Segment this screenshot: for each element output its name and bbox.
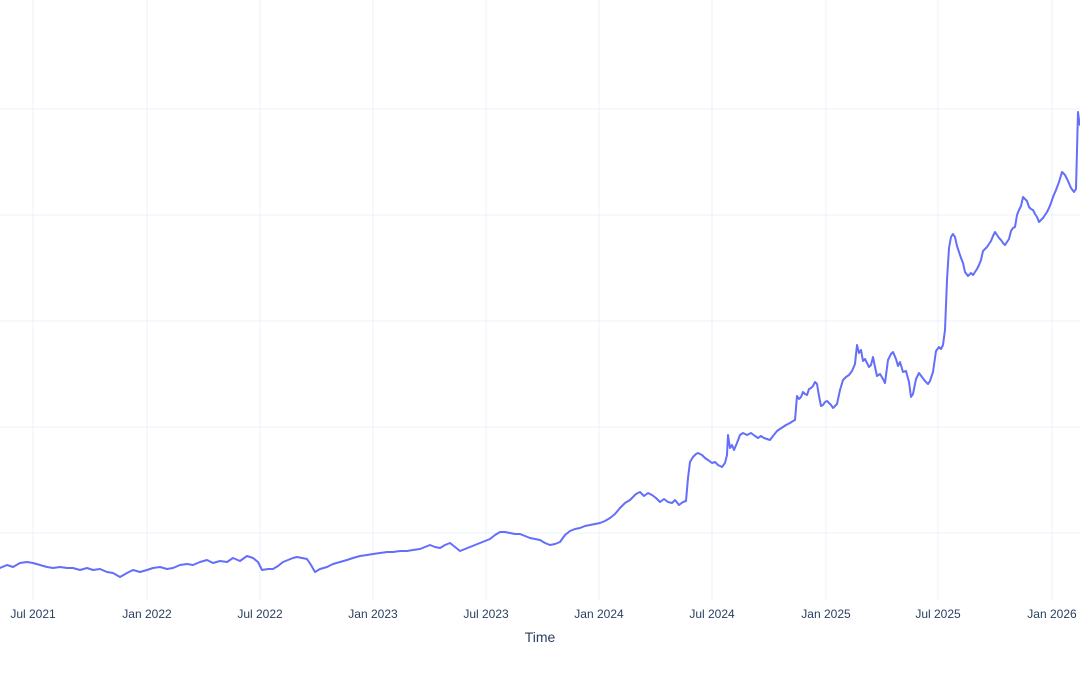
- gridlines: [0, 0, 1080, 600]
- x-tick-label: Jul 2024: [689, 607, 735, 621]
- x-tick-label: Jul 2025: [915, 607, 961, 621]
- x-tick-label: Jul 2021: [10, 607, 56, 621]
- x-tick-label: Jan 2025: [801, 607, 851, 621]
- x-tick-label: Jan 2022: [122, 607, 172, 621]
- x-tick-label: Jan 2024: [574, 607, 624, 621]
- x-tick-label: Jan 2023: [348, 607, 398, 621]
- x-tick-label: Jan 2026: [1027, 607, 1077, 621]
- data-line-layer: [0, 111, 1080, 578]
- x-tick-label: Jul 2023: [463, 607, 509, 621]
- data-line: [0, 111, 1080, 578]
- x-tick-label: Jul 2022: [237, 607, 283, 621]
- x-axis: Jul 2021 Jan 2022 Jul 2022 Jan 2023 Jul 2023…: [10, 607, 1077, 621]
- x-axis-title: Time: [525, 629, 556, 645]
